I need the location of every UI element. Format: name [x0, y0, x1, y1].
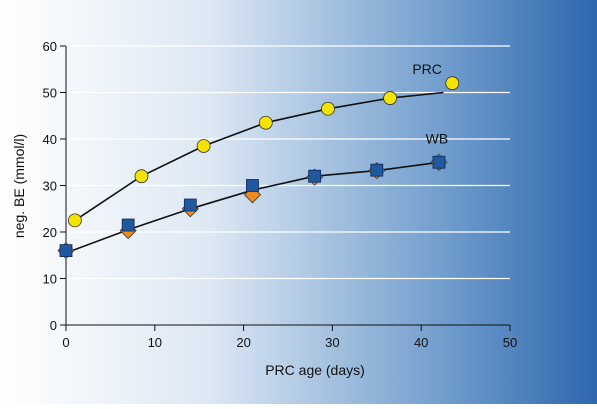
wb-square-point	[432, 155, 446, 169]
y-tick-label: 40	[43, 132, 57, 147]
labels: PRC age (days) neg. BE (mmol/l) 0 10 20 30 4…	[11, 39, 517, 378]
y-tick-label: 50	[43, 86, 57, 101]
wb-square-point	[121, 218, 135, 232]
x-axis-label: PRC age (days)	[265, 362, 365, 378]
y-tick-label: 30	[43, 179, 57, 194]
wb-square-point	[370, 163, 384, 177]
series-annotation: PRC	[412, 61, 442, 77]
wb-square-point	[59, 244, 73, 258]
y-axis-label: neg. BE (mmol/l)	[11, 134, 27, 238]
grid-lines	[66, 45, 510, 280]
prc-circle-point	[67, 213, 82, 228]
prc-circle-point	[196, 139, 211, 153]
prc-circle-point	[134, 169, 149, 184]
y-tick-label: 60	[43, 39, 57, 54]
y-tick-label: 10	[43, 272, 57, 287]
x-tick-label: 40	[414, 335, 428, 350]
prc-circle-point	[383, 91, 398, 105]
prc-circle-point	[258, 115, 273, 130]
x-tick-label: 30	[325, 335, 339, 350]
wb-square-point	[183, 198, 197, 212]
x-tick-label: 50	[503, 335, 517, 350]
series-annotation: WB	[426, 131, 449, 147]
y-tick-label: 0	[50, 318, 57, 333]
axes	[60, 45, 511, 331]
x-tick-label: 20	[236, 335, 250, 350]
x-tick-label: 0	[62, 335, 69, 350]
wb-square-point	[308, 169, 322, 183]
wb-square-point	[246, 179, 259, 192]
prc-circle-point	[445, 76, 460, 91]
prc-circle-point	[321, 101, 335, 116]
data-points	[57, 76, 460, 260]
x-tick-label: 10	[148, 335, 162, 350]
y-tick-label: 20	[43, 225, 57, 240]
